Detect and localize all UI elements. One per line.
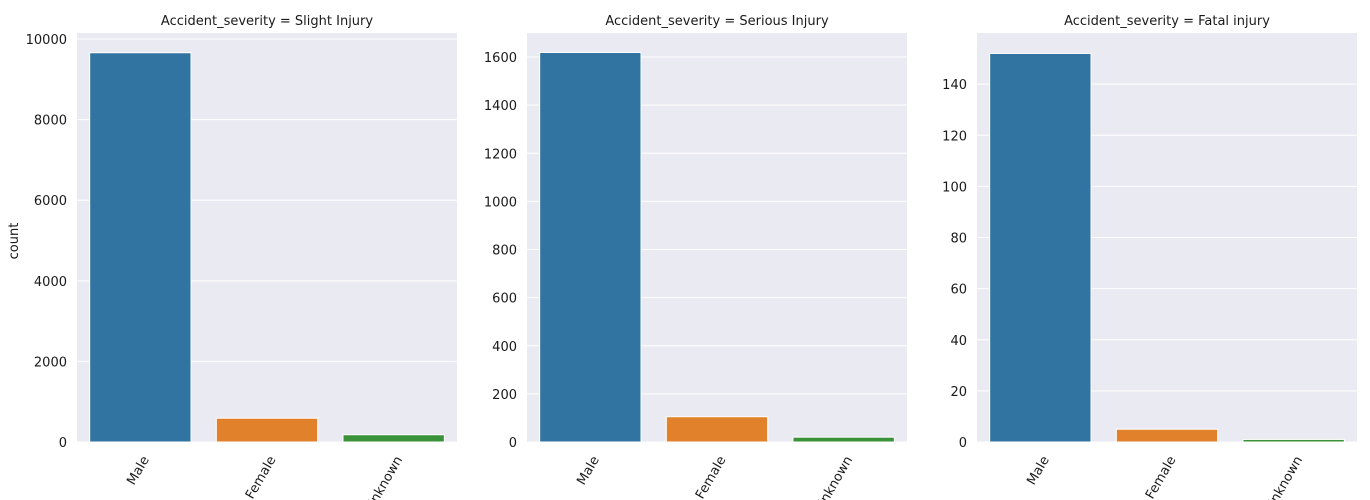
x-tick-label: Female [243,454,279,500]
y-tick-label: 0 [959,436,967,451]
y-tick-label: 6000 [34,194,67,209]
y-tick-label: 800 [492,244,517,259]
bar-female [215,417,319,443]
x-tick-label: Male [574,454,602,488]
y-axis-title: count [7,223,22,260]
y-tick-label: 1400 [484,99,517,114]
y-tick-label: 100 [942,180,967,195]
facet-panel-2: 0 200 400 600 800 1000 1200 1400 1600 Male Female U… [484,14,907,500]
facet-panel-3: 0 20 40 60 80 100 120 140 Male Female Unknown Accid… [942,14,1357,500]
x-tick-label: Female [693,454,729,500]
y-tick-label: 400 [492,340,517,355]
bar-female [665,416,769,443]
bar-unknown [792,436,895,443]
y-tick-label: 10000 [26,33,67,48]
y-tick-label: 120 [942,129,967,144]
bar-unknown [1242,438,1345,443]
y-tick-label: 200 [492,388,517,403]
panel-title: Accident_severity = Serious Injury [605,14,829,29]
bar-male [89,52,192,443]
y-tick-label: 1200 [484,147,517,162]
y-tick-label: 1000 [484,195,517,210]
x-tick-label: Male [1024,454,1052,488]
y-tick-label: 140 [942,78,967,93]
bar-male [989,52,1092,443]
y-tick-label: 2000 [34,355,67,370]
facet-panel-1: 0 2000 4000 6000 8000 10000 Male Female Unknown A… [26,14,457,500]
x-tick-label: Female [1143,454,1179,500]
y-tick-label: 1600 [484,51,517,66]
bar-male [539,51,642,443]
bar-unknown [342,434,445,443]
y-tick-label: 8000 [34,114,67,129]
y-tick-label: 0 [509,436,517,451]
x-tick-label: Unknown [1263,454,1306,500]
y-tick-label: 0 [59,436,67,451]
y-tick-label: 20 [950,385,967,400]
x-tick-label: Unknown [363,454,406,500]
panel-title: Accident_severity = Slight Injury [161,14,373,29]
y-tick-label: 80 [950,232,967,247]
y-tick-label: 600 [492,292,517,307]
x-tick-label: Male [124,454,152,488]
y-tick-label: 4000 [34,275,67,290]
y-tick-label: 60 [950,283,967,298]
y-tick-label: 40 [950,334,967,349]
x-tick-label: Unknown [813,454,856,500]
panel-title: Accident_severity = Fatal injury [1064,14,1270,29]
bar-female [1115,428,1219,443]
